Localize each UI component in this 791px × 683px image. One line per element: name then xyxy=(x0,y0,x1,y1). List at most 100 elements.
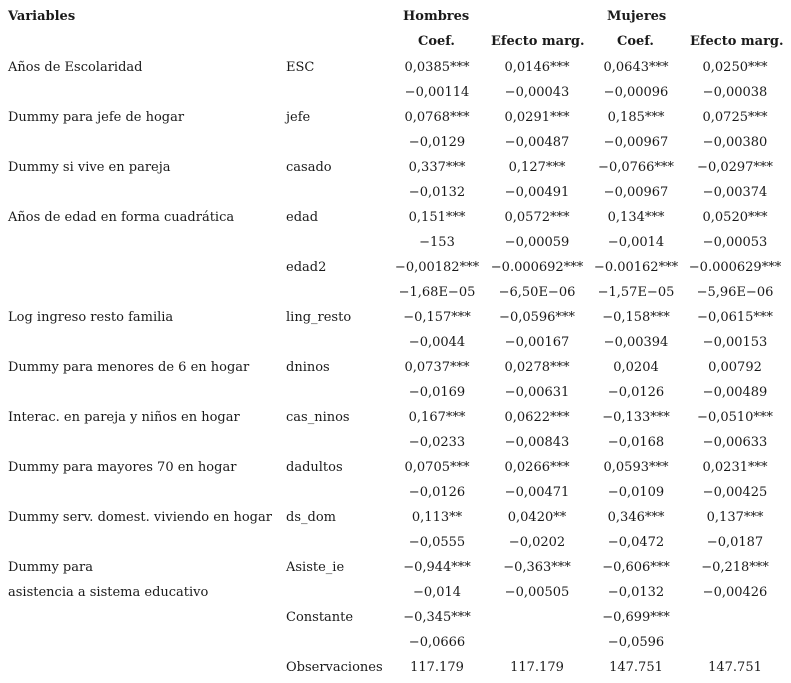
cell-mujeres-efecto: −0,0297*** xyxy=(697,160,773,175)
row-description: Dummy para mayores 70 en hogar xyxy=(8,460,237,475)
cell-mujeres-efecto: −0,0187 xyxy=(706,535,764,550)
cell-hombres-coef: −0,157*** xyxy=(403,310,471,325)
cell-hombres-efecto: −6,50E−06 xyxy=(498,285,576,300)
cell-mujeres-efecto: −0,00053 xyxy=(702,235,768,250)
cell-hombres-coef: −0,0132 xyxy=(408,185,466,200)
cell-hombres-coef: 0,113** xyxy=(411,510,463,525)
cell-hombres-coef: −0,014 xyxy=(412,585,462,600)
cell-mujeres-coef: −0,00967 xyxy=(603,185,669,200)
cell-mujeres-efecto: −0.000629*** xyxy=(688,260,782,275)
row-variable: Asiste_ie xyxy=(286,560,345,575)
row-variable: edad2 xyxy=(286,260,327,275)
cell-mujeres-coef: −0,0109 xyxy=(607,485,665,500)
cell-mujeres-efecto: 0,0725*** xyxy=(702,110,768,125)
cell-hombres-coef: −0,0126 xyxy=(408,485,466,500)
table-row: −0,00114 −0,00043 −0,00096 −0,00038 xyxy=(0,81,791,106)
cell-hombres-efecto: 0,0146*** xyxy=(504,60,570,75)
cell-hombres-coef: 0,0768*** xyxy=(404,110,470,125)
table-row: −0,0126 −0,00471 −0,0109 −0,00425 xyxy=(0,481,791,506)
cell-mujeres-efecto: −0,0510*** xyxy=(697,410,773,425)
cell-mujeres-coef: −0,0126 xyxy=(607,385,665,400)
table-row: Observaciones 117.179 117.179 147.751 147.75… xyxy=(0,656,791,681)
cell-hombres-efecto: 0,0622*** xyxy=(504,410,570,425)
cell-hombres-efecto: 0,0278*** xyxy=(504,360,570,375)
cell-hombres-coef: 0,167*** xyxy=(408,410,466,425)
row-description: asistencia a sistema educativo xyxy=(8,585,209,600)
row-variable: dninos xyxy=(286,360,330,375)
table-row: Dummy serv. domest. viviendo en hogar ds_… xyxy=(0,506,791,531)
row-description: Años de edad en forma cuadrática xyxy=(8,210,235,225)
table-row: Interac. en pareja y niños en hogar cas_n… xyxy=(0,406,791,431)
table-row: −0,0233 −0,00843 −0,0168 −0,00633 xyxy=(0,431,791,456)
cell-hombres-efecto: −0,00631 xyxy=(504,385,570,400)
cell-mujeres-coef: −0,133*** xyxy=(602,410,670,425)
table-row: asistencia a sistema educativo −0,014 −0,0… xyxy=(0,581,791,606)
cell-hombres-efecto: −0,00491 xyxy=(504,185,570,200)
cell-mujeres-efecto: 0,0520*** xyxy=(702,210,768,225)
cell-mujeres-efecto: −0,0615*** xyxy=(697,310,773,325)
row-description: Dummy si vive en pareja xyxy=(8,160,171,175)
table-row: Años de edad en forma cuadrática edad 0,15… xyxy=(0,206,791,231)
cell-hombres-coef: −0,0129 xyxy=(408,135,466,150)
row-description: Dummy para xyxy=(8,560,93,575)
header-coef-hombres: Coef. xyxy=(418,34,455,49)
row-description: Log ingreso resto familia xyxy=(8,310,174,325)
cell-hombres-efecto: 0,0291*** xyxy=(504,110,570,125)
cell-mujeres-efecto: 0,00792 xyxy=(708,360,762,375)
row-variable: casado xyxy=(286,160,332,175)
cell-mujeres-efecto: −0,00426 xyxy=(702,585,768,600)
cell-mujeres-efecto: −0,00153 xyxy=(702,335,768,350)
cell-mujeres-coef: −0,0766*** xyxy=(598,160,674,175)
cell-hombres-coef: −153 xyxy=(419,235,455,250)
header-mujeres: Mujeres xyxy=(607,9,667,24)
cell-mujeres-efecto: 0,0250*** xyxy=(702,60,768,75)
table-row: edad2 −0,00182*** −0.000692*** −0.00162*** −… xyxy=(0,256,791,281)
cell-hombres-efecto: −0,00043 xyxy=(504,85,570,100)
row-description: Años de Escolaridad xyxy=(8,60,143,75)
row-description: Dummy para jefe de hogar xyxy=(8,110,185,125)
row-variable: Observaciones xyxy=(286,660,383,675)
row-description: Dummy para menores de 6 en hogar xyxy=(8,360,250,375)
cell-hombres-coef: 0,0705*** xyxy=(404,460,470,475)
cell-mujeres-coef: −0,0132 xyxy=(607,585,665,600)
cell-hombres-efecto: −0,00471 xyxy=(504,485,570,500)
header-efecto-mujeres: Efecto marg. xyxy=(690,34,784,49)
table-row: Constante −0,345*** −0,699*** xyxy=(0,606,791,631)
row-description: Interac. en pareja y niños en hogar xyxy=(8,410,240,425)
cell-mujeres-efecto: −0,00425 xyxy=(702,485,768,500)
cell-hombres-efecto: −0,00505 xyxy=(504,585,570,600)
cell-mujeres-efecto: −5,96E−06 xyxy=(696,285,774,300)
cell-hombres-efecto: −0.000692*** xyxy=(490,260,584,275)
cell-mujeres-efecto: 0,0231*** xyxy=(702,460,768,475)
table-row: −0,0132 −0,00491 −0,00967 −0,00374 xyxy=(0,181,791,206)
cell-hombres-efecto: −0,0596*** xyxy=(499,310,575,325)
cell-hombres-coef: −1,68E−05 xyxy=(398,285,476,300)
cell-hombres-efecto: 0,0266*** xyxy=(504,460,570,475)
cell-mujeres-coef: 0,0204 xyxy=(613,360,659,375)
cell-mujeres-coef: −0,0014 xyxy=(607,235,665,250)
cell-hombres-coef: −0,0233 xyxy=(408,435,466,450)
cell-hombres-efecto: −0,00843 xyxy=(504,435,570,450)
row-variable: ling_resto xyxy=(286,310,352,325)
cell-mujeres-efecto: −0,00374 xyxy=(702,185,768,200)
cell-mujeres-efecto: −0,00489 xyxy=(702,385,768,400)
cell-hombres-coef: 0,0737*** xyxy=(404,360,470,375)
cell-hombres-coef: −0,0169 xyxy=(408,385,466,400)
cell-mujeres-coef: 0,0593*** xyxy=(603,460,669,475)
cell-hombres-efecto: −0,00167 xyxy=(504,335,570,350)
table-row: −0,0044 −0,00167 −0,00394 −0,00153 xyxy=(0,331,791,356)
cell-mujeres-efecto: −0,00038 xyxy=(702,85,768,100)
table-row: Dummy para menores de 6 en hogar dninos 0,… xyxy=(0,356,791,381)
cell-hombres-efecto: 117.179 xyxy=(510,660,564,675)
row-variable: ds_dom xyxy=(286,510,336,525)
cell-hombres-coef: 117.179 xyxy=(410,660,464,675)
cell-hombres-efecto: −0,363*** xyxy=(503,560,571,575)
row-variable: ESC xyxy=(286,60,315,75)
cell-mujeres-coef: −0,0596 xyxy=(607,635,665,650)
table-row: Dummy si vive en pareja casado 0,337*** 0,1… xyxy=(0,156,791,181)
table-row: −0,0555 −0,0202 −0,0472 −0,0187 xyxy=(0,531,791,556)
cell-hombres-coef: −0,345*** xyxy=(403,610,471,625)
cell-mujeres-coef: −0,606*** xyxy=(602,560,670,575)
cell-hombres-efecto: −0,00487 xyxy=(504,135,570,150)
cell-hombres-coef: −0,00182*** xyxy=(394,260,480,275)
